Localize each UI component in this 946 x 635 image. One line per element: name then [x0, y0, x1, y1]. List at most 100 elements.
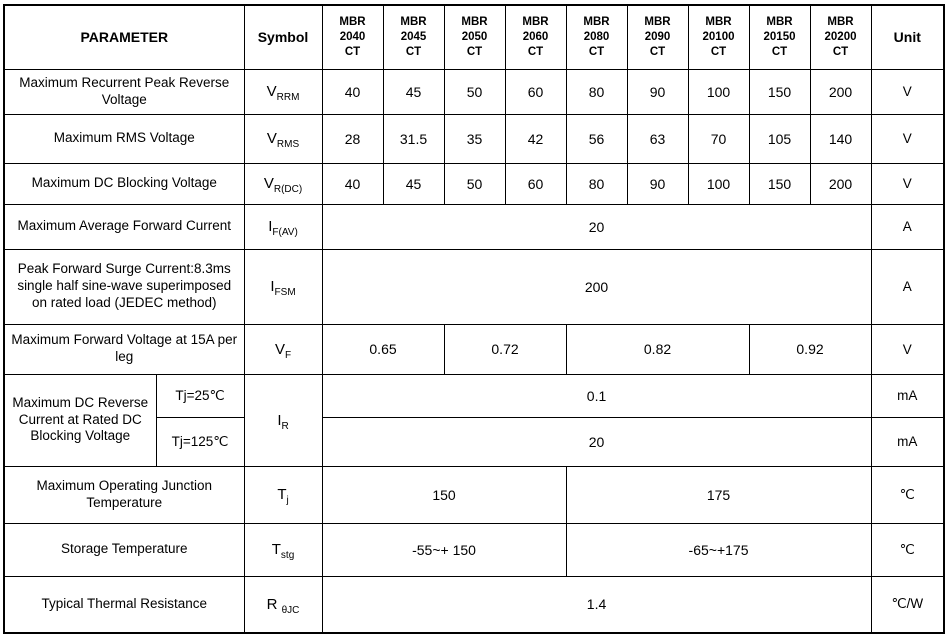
parameter-label: Maximum RMS Voltage: [3, 113, 245, 164]
value-cell-merged: 20: [321, 203, 872, 250]
row-vf: Maximum Forward Voltage at 15A per leg V…: [3, 323, 945, 375]
value-cell: 100: [687, 162, 750, 205]
unit-cell: V: [870, 323, 945, 375]
value-cell: 90: [626, 68, 689, 115]
parameter-label: Maximum Recurrent Peak Reverse Voltage: [3, 68, 245, 115]
model-name-line: 2045: [400, 30, 427, 43]
unit-cell: V: [870, 113, 945, 164]
row-vrdc: Maximum DC Blocking Voltage VR(DC) 40 45…: [3, 162, 945, 205]
row-ir-125c: Tj=125℃ 20 mA: [4, 416, 945, 467]
unit-cell: V: [870, 68, 945, 115]
parameter-label: Maximum Forward Voltage at 15A per leg: [3, 323, 245, 375]
symbol-cell: VRRM: [243, 68, 323, 115]
row-tj: Maximum Operating Junction Temperature T…: [3, 465, 945, 524]
symbol-cell: VRMS: [243, 113, 323, 164]
parameter-label: Typical Thermal Resistance: [3, 575, 245, 634]
row-ifsm: Peak Forward Surge Current:8.3ms single …: [3, 248, 945, 325]
specifications-table: PARAMETER Symbol MBR 2040 CT MBR 2045 CT…: [3, 4, 946, 634]
parameter-label: Maximum Operating Junction Temperature: [3, 465, 245, 524]
value-cell: 90: [626, 162, 689, 205]
header-row: PARAMETER Symbol MBR 2040 CT MBR 2045 CT…: [3, 4, 945, 70]
model-name-line: 20150: [763, 30, 796, 43]
model-header-mbr2050ct: MBR 2050 CT: [443, 4, 506, 70]
model-header-mbr2090ct: MBR 2090 CT: [626, 4, 689, 70]
symbol-base: I: [270, 278, 275, 295]
value-cell: 31.5: [382, 113, 445, 164]
unit-cell: V: [870, 162, 945, 205]
symbol-base: I: [277, 411, 282, 429]
row-tstg: Storage Temperature Tstg -55~+ 150 -65~+…: [3, 522, 945, 577]
unit-column-header: Unit: [870, 4, 945, 70]
value-cell: 150: [748, 162, 811, 205]
value-cell: 40: [321, 68, 384, 115]
value-cell: 100: [687, 68, 750, 115]
row-rthjc: Typical Thermal Resistance R θJC 1.4 ℃/W: [3, 575, 945, 634]
model-name-line: MBR: [644, 15, 671, 28]
model-name-line: MBR: [339, 15, 366, 28]
model-name-line: 20200: [824, 30, 857, 43]
model-name-line: CT: [649, 45, 666, 58]
symbol-subscript: RRM: [276, 92, 300, 103]
model-name-line: CT: [588, 45, 605, 58]
value-cell: 200: [809, 162, 872, 205]
symbol-base: I: [268, 218, 273, 235]
model-name-line: 20100: [702, 30, 735, 43]
symbol-base: V: [266, 130, 277, 147]
value-cell: 60: [504, 162, 567, 205]
model-name-line: MBR: [400, 15, 427, 28]
model-header-mbr2080ct: MBR 2080 CT: [565, 4, 628, 70]
parameter-label: Maximum Average Forward Current: [3, 203, 245, 250]
parameter-label: Storage Temperature: [3, 522, 245, 577]
symbol-subscript: FSM: [274, 287, 296, 298]
model-name-line: MBR: [461, 15, 488, 28]
value-cell: 42: [504, 113, 567, 164]
value-cell-merged: 175: [565, 465, 872, 524]
model-header-mbr2040ct: MBR 2040 CT: [321, 4, 384, 70]
unit-cell: ℃: [870, 522, 945, 577]
model-name-line: CT: [832, 45, 849, 58]
model-header-mbr20100ct: MBR 20100 CT: [687, 4, 750, 70]
parameter-column-header: PARAMETER: [3, 4, 245, 70]
value-cell: 80: [565, 162, 628, 205]
value-cell: 56: [565, 113, 628, 164]
symbol-cell: Tj: [243, 465, 323, 524]
symbol-base: T: [277, 486, 287, 503]
model-name-line: MBR: [522, 15, 549, 28]
model-name-line: CT: [710, 45, 727, 58]
model-header-mbr20150ct: MBR 20150 CT: [748, 4, 811, 70]
value-cell: 80: [565, 68, 628, 115]
value-cell-merged: 0.65: [321, 323, 445, 375]
value-cell: 105: [748, 113, 811, 164]
symbol-cell: IF(AV): [243, 203, 323, 250]
unit-cell: ℃: [870, 465, 945, 524]
parameter-label: Peak Forward Surge Current:8.3ms single …: [3, 248, 245, 325]
symbol-cell: R θJC: [243, 575, 323, 634]
model-name-line: MBR: [583, 15, 610, 28]
symbol-base: R: [266, 595, 282, 613]
symbol-subscript: θJC: [281, 604, 300, 616]
value-cell: 50: [443, 162, 506, 205]
unit-cell: ℃/W: [870, 575, 945, 634]
symbol-subscript: F(AV): [272, 227, 298, 238]
model-name-line: 2080: [583, 30, 610, 43]
symbol-column-header: Symbol: [243, 4, 323, 70]
symbol-cell: VR(DC): [243, 162, 323, 205]
value-cell-merged: 1.4: [321, 575, 872, 634]
value-cell: 35: [443, 113, 506, 164]
model-name-line: 2050: [461, 30, 488, 43]
value-cell: 200: [809, 68, 872, 115]
unit-cell: A: [870, 248, 945, 325]
model-name-line: MBR: [705, 15, 732, 28]
symbol-subscript: RMS: [276, 139, 300, 150]
condition-label-tj25: Tj=25℃: [155, 373, 245, 418]
model-header-mbr20200ct: MBR 20200 CT: [809, 4, 872, 70]
model-header-mbr2060ct: MBR 2060 CT: [504, 4, 567, 70]
symbol-subscript: R: [281, 420, 289, 432]
parameter-label: Maximum DC Blocking Voltage: [3, 162, 245, 205]
value-cell-merged: 0.72: [443, 323, 567, 375]
symbol-base: V: [266, 83, 277, 100]
value-cell-merged: -65~+175: [565, 522, 872, 577]
value-cell: 63: [626, 113, 689, 164]
symbol-subscript: stg: [280, 550, 295, 561]
value-cell-merged: 200: [321, 248, 872, 325]
